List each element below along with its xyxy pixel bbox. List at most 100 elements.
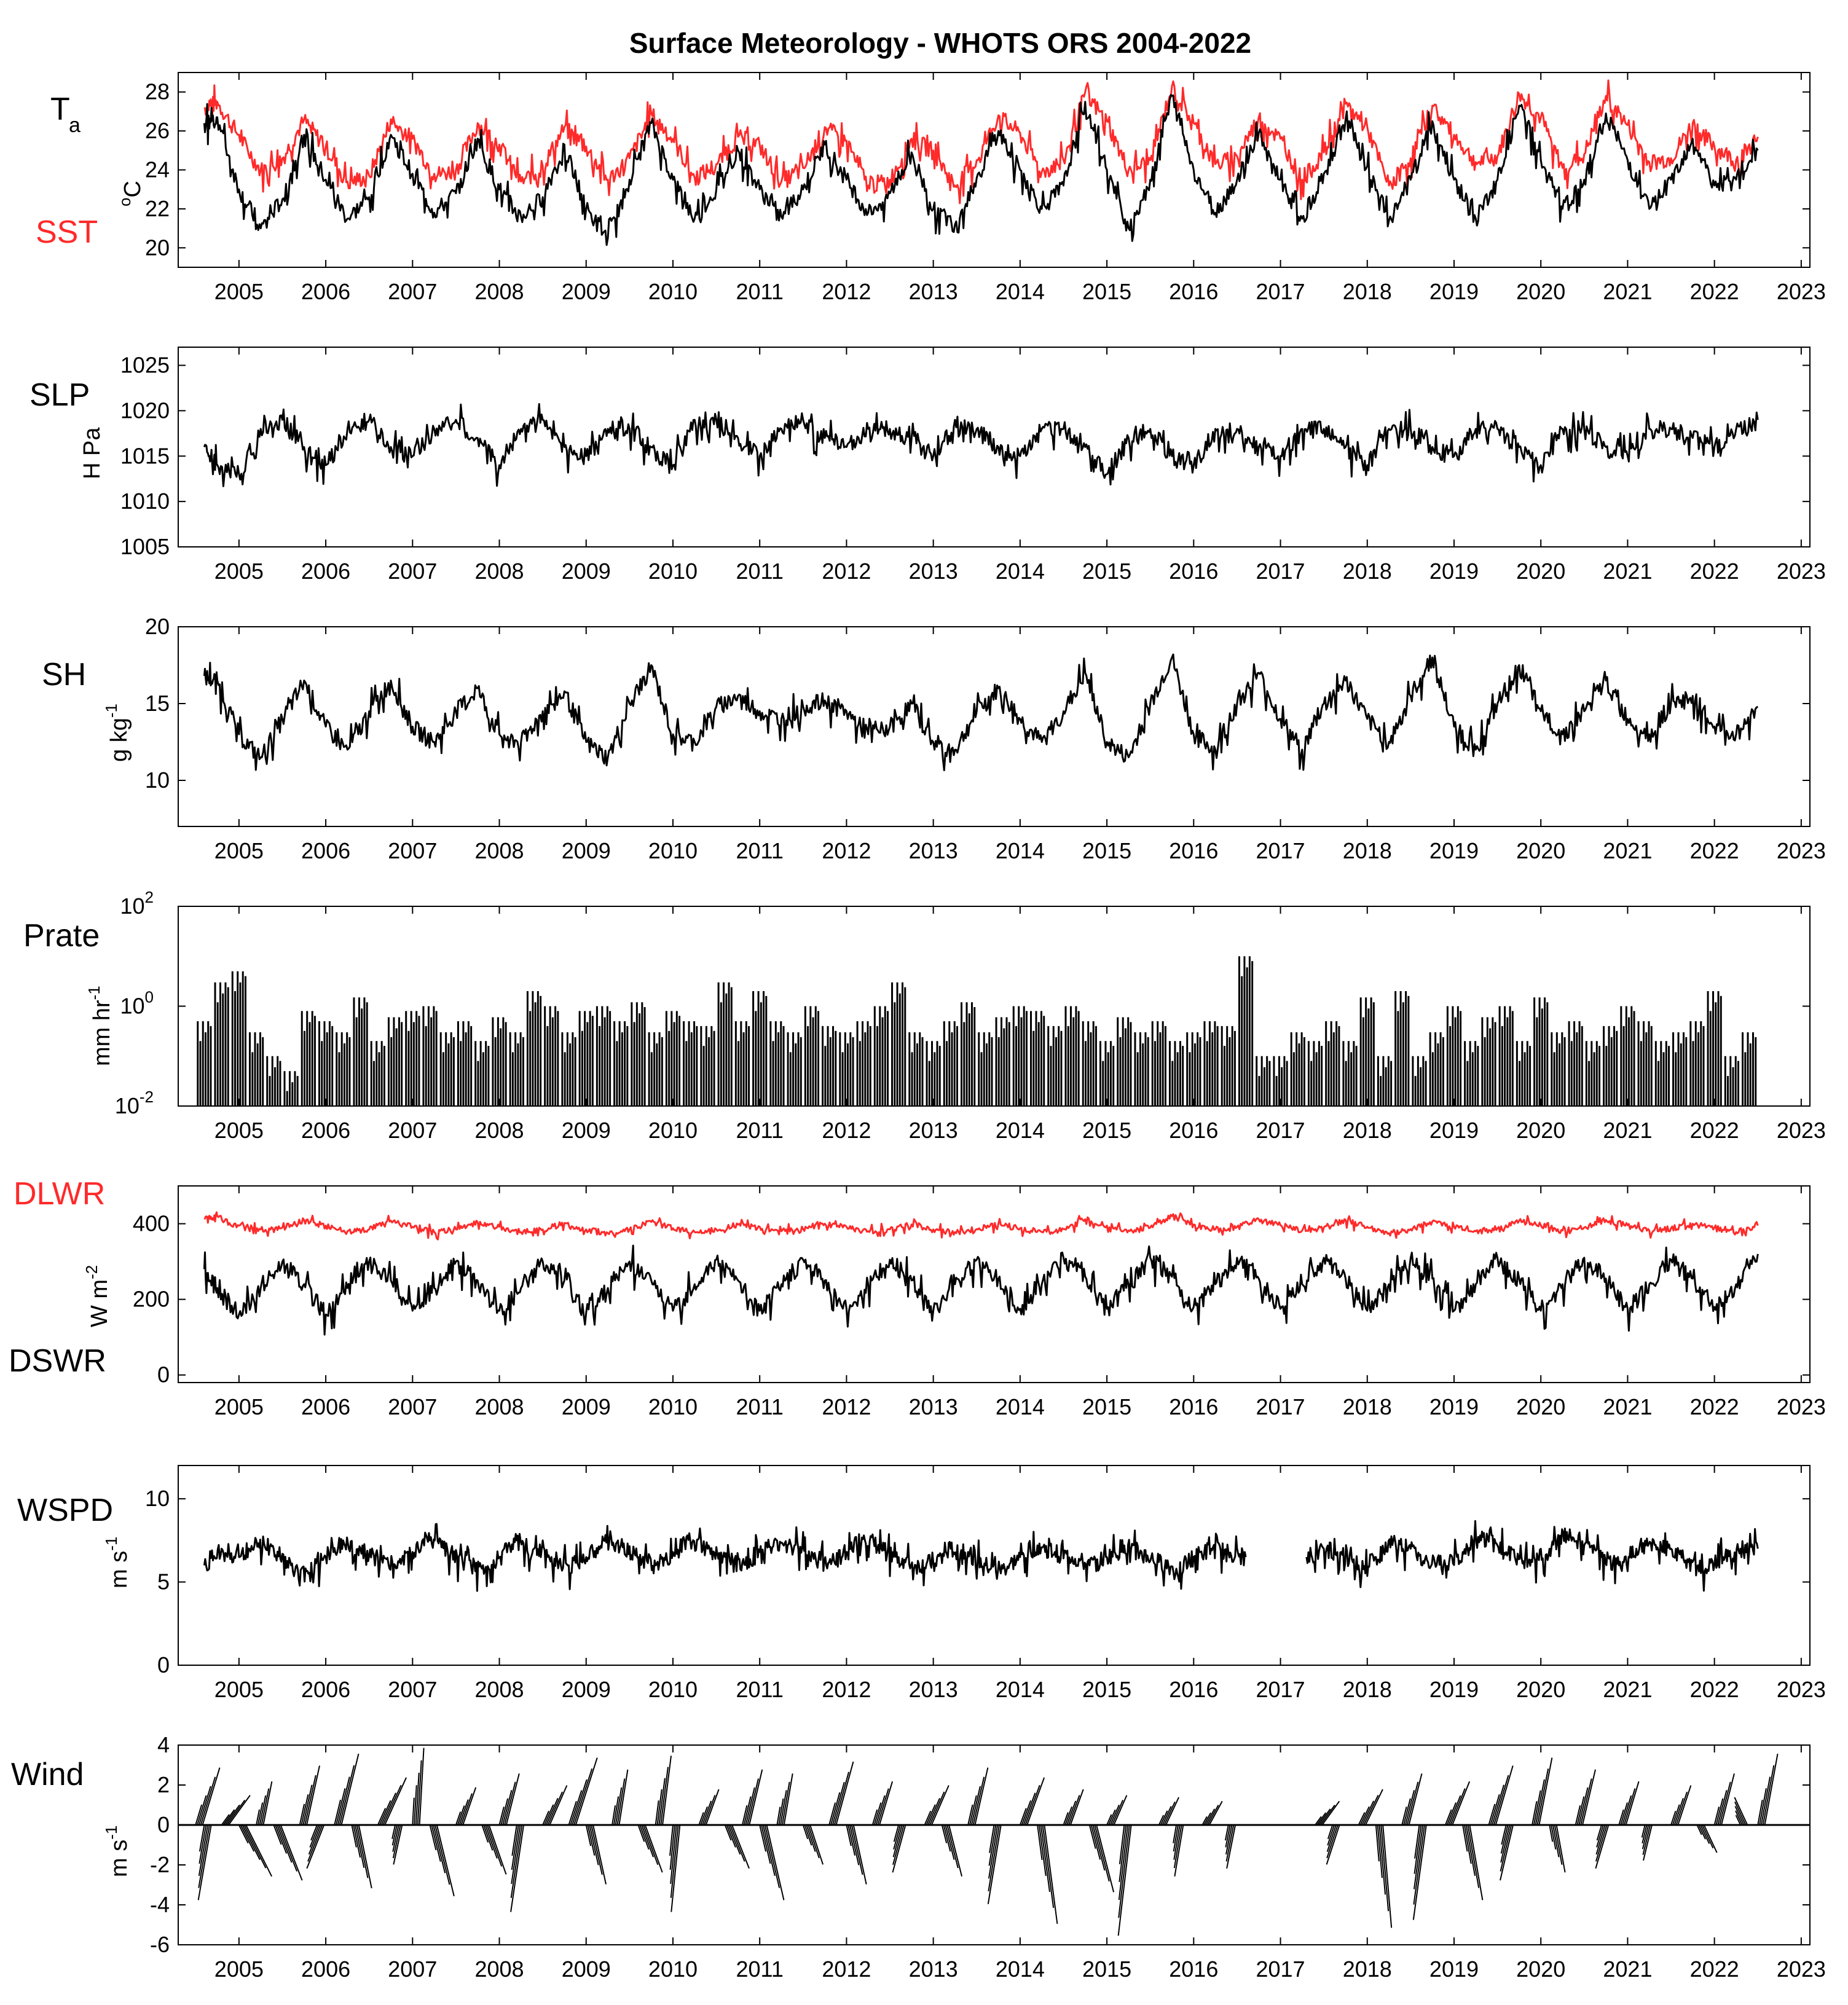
- x-tick-label: 2008: [474, 1956, 524, 1982]
- x-tick-label: 2023: [1777, 838, 1826, 863]
- x-tick-label: 2016: [1169, 1394, 1218, 1419]
- wind-vector: [616, 1778, 626, 1826]
- x-tick-label: 2017: [1256, 559, 1305, 584]
- wind-vector: [301, 1794, 309, 1826]
- wind-vector: [705, 1789, 720, 1826]
- wind-vector: [1595, 1824, 1608, 1862]
- wind-vector: [1715, 1798, 1724, 1826]
- wind-vector: [1580, 1778, 1592, 1826]
- wind-vector: [808, 1824, 820, 1859]
- wind-vector: [988, 1824, 997, 1866]
- wind-vector: [1488, 1803, 1496, 1826]
- wind-vector: [1109, 1804, 1120, 1826]
- wind-vector: [484, 1824, 498, 1859]
- wind-vector: [202, 1767, 221, 1826]
- wind-vector: [1090, 1824, 1101, 1860]
- y-tick-label: -6: [150, 1932, 170, 1957]
- wind-vector: [1490, 1794, 1500, 1826]
- wind-vector: [486, 1824, 503, 1867]
- wind-vector: [1531, 1801, 1538, 1826]
- y-tick-label: 400: [133, 1211, 170, 1236]
- y-tick-label: 5: [157, 1569, 170, 1595]
- wind-vector: [806, 1824, 816, 1852]
- wind-vector: [275, 1824, 288, 1854]
- wind-vector: [1092, 1824, 1106, 1871]
- wind-vector: [483, 1824, 493, 1851]
- wind-vector: [299, 1803, 305, 1826]
- x-tick-label: 2015: [1082, 1677, 1131, 1702]
- series-wspd: [203, 1523, 1247, 1592]
- x-tick-label: 2009: [562, 279, 611, 304]
- wind-vector: [302, 1784, 313, 1826]
- x-tick-label: 2022: [1690, 1118, 1739, 1143]
- label-prate: Prate: [23, 918, 100, 954]
- wind-vector: [510, 1824, 525, 1912]
- wind-vector: [1536, 1768, 1549, 1826]
- wind-vector: [1551, 1824, 1557, 1850]
- wind-vector: [1759, 1788, 1767, 1826]
- wind-vector: [1448, 1795, 1461, 1826]
- wind-vector: [1160, 1810, 1168, 1826]
- panel-radiation: DLWR DSWR W m-2: [9, 1176, 112, 1379]
- wind-vector: [500, 1798, 509, 1826]
- wind-vector: [1535, 1779, 1545, 1826]
- x-tick-label: 2017: [1256, 1118, 1305, 1143]
- wind-vector: [1406, 1781, 1419, 1826]
- y-tick-label: 0: [157, 1362, 170, 1387]
- wind-vector: [1500, 1824, 1509, 1854]
- x-tick-label: 2015: [1082, 1118, 1131, 1143]
- wind-vector: [306, 1824, 325, 1869]
- series-slp: [203, 403, 1759, 487]
- x-tick-label: 2016: [1169, 559, 1218, 584]
- x-tick-label: 2011: [736, 1956, 783, 1982]
- wind-vector: [1225, 1824, 1233, 1855]
- wind-vector: [587, 1824, 596, 1856]
- sea-level-pressure-data: [203, 403, 1759, 487]
- wind-vector: [749, 1769, 763, 1826]
- wind-vector: [927, 1798, 941, 1826]
- wind-vector: [1365, 1789, 1383, 1826]
- wind-vector: [457, 1805, 465, 1826]
- wind-vector: [726, 1824, 736, 1848]
- wind-vector: [1444, 1809, 1452, 1826]
- x-tick-label: 2012: [822, 1118, 871, 1143]
- wind-vector: [572, 1779, 588, 1826]
- x-tick-label: 2017: [1256, 1394, 1305, 1419]
- wind-vector: [1066, 1800, 1077, 1826]
- x-tick-label: 2010: [648, 1677, 698, 1702]
- wind-vector: [384, 1777, 407, 1826]
- wind-vector: [1119, 1824, 1127, 1882]
- wind-vector: [1465, 1824, 1476, 1876]
- svg-text:oC: oC: [116, 181, 146, 206]
- wind-vector: [549, 1785, 568, 1826]
- wind-vector: [392, 1824, 401, 1859]
- x-tick-label: 2022: [1690, 1956, 1739, 1982]
- label-wind: Wind: [11, 1757, 84, 1792]
- wind-vector: [893, 1824, 900, 1842]
- wind-vector: [759, 1824, 767, 1852]
- wind-speed-axes: 2005 2006 2007 2008 2009 2010 2011 2012 2013 2014…: [145, 1465, 1826, 1702]
- wind-vector: [613, 1796, 619, 1826]
- x-tick-label: 2010: [648, 1118, 698, 1143]
- wind-vector: [1450, 1788, 1466, 1826]
- wind-vector: [1165, 1797, 1180, 1826]
- wind-vector: [221, 1814, 230, 1826]
- wind-vector: [1024, 1784, 1040, 1826]
- y-tick-label: 24: [145, 157, 170, 182]
- wind-vector: [729, 1824, 745, 1862]
- wind-vector: [1500, 1824, 1514, 1881]
- y-tick-label: 1015: [120, 443, 170, 468]
- x-tick-label: 2006: [301, 559, 350, 584]
- wind-vector: [639, 1824, 650, 1850]
- wind-vector: [941, 1824, 948, 1843]
- x-tick-label: 2008: [474, 1394, 524, 1419]
- wind-vector: [228, 1795, 251, 1826]
- wind-vector: [643, 1824, 659, 1866]
- unit-wspd: m s-1: [102, 1537, 132, 1588]
- wind-vector: [781, 1781, 790, 1826]
- x-tick-label: 2015: [1082, 279, 1131, 304]
- wind-vector: [924, 1810, 932, 1826]
- wind-vector: [969, 1795, 977, 1826]
- wind-vector: [334, 1799, 342, 1826]
- wind-vector: [930, 1785, 950, 1826]
